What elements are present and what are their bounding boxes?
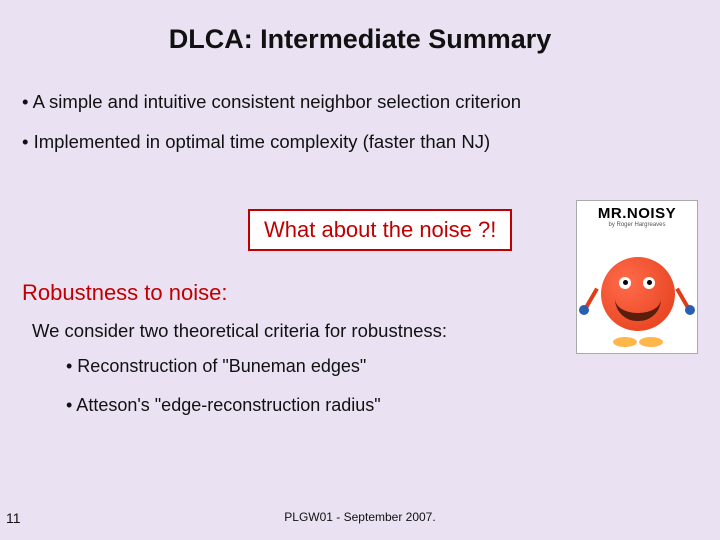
slide-title: DLCA: Intermediate Summary	[0, 0, 720, 55]
image-title: MR.NOISY	[577, 201, 697, 222]
sub-bullet-item: • Reconstruction of "Buneman edges"	[66, 356, 560, 377]
robustness-subtext: We consider two theoretical criteria for…	[32, 320, 560, 342]
robustness-section: Robustness to noise: We consider two the…	[22, 280, 560, 434]
bullet-item: • Implemented in optimal time complexity…	[22, 131, 698, 153]
bullet-item: • A simple and intuitive consistent neig…	[22, 91, 698, 113]
mr-noisy-image: MR.NOISY by Roger Hargreaves	[576, 200, 698, 354]
sub-bullet-item: • Atteson's "edge-reconstruction radius"	[66, 395, 560, 416]
robustness-bullets: • Reconstruction of "Buneman edges" • At…	[66, 356, 560, 416]
character-body	[601, 257, 675, 331]
noise-callout: What about the noise ?!	[248, 209, 512, 251]
footer-text: PLGW01 - September 2007.	[0, 510, 720, 524]
image-author: by Roger Hargreaves	[577, 222, 697, 228]
bullets-group: • A simple and intuitive consistent neig…	[0, 55, 720, 153]
robustness-heading: Robustness to noise:	[22, 280, 560, 306]
